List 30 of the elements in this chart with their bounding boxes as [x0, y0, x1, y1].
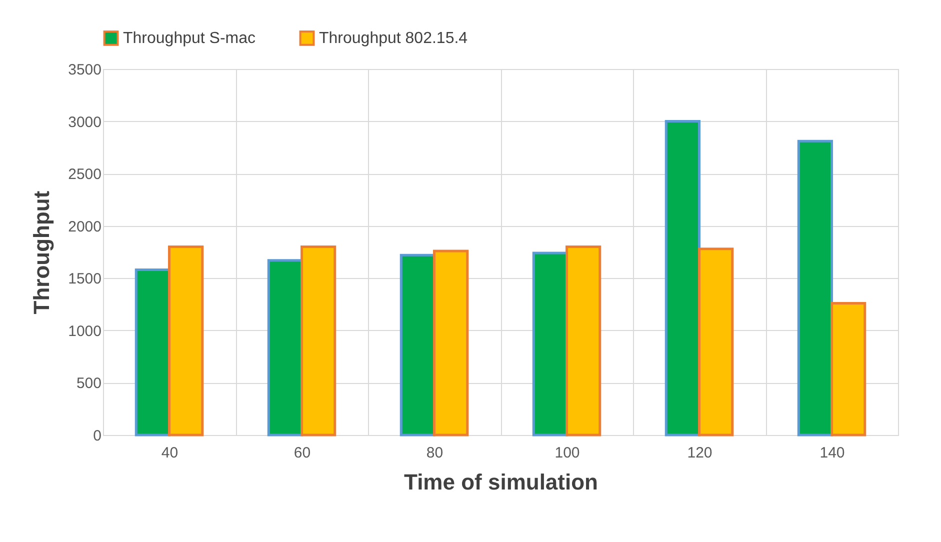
y-tick-label: 0	[93, 428, 102, 444]
bar	[698, 248, 734, 436]
bar	[664, 120, 700, 436]
bar	[267, 259, 303, 436]
bar	[566, 246, 602, 436]
y-tick-label: 2500	[68, 166, 102, 184]
bar	[797, 140, 833, 436]
y-tick-label: 1000	[68, 322, 102, 340]
y-tick-label: 500	[76, 375, 102, 392]
x-tick-label: 80	[426, 444, 444, 462]
bar	[433, 250, 469, 436]
y-axis-title: Throughput	[29, 190, 54, 314]
y-tick-label: 2000	[68, 218, 102, 236]
bar	[532, 252, 568, 436]
bar	[134, 268, 170, 436]
bar	[830, 302, 866, 436]
x-tick-label: 40	[161, 444, 178, 462]
y-tick-label: 3500	[68, 62, 102, 78]
bar	[300, 246, 336, 436]
x-tick-label: 120	[687, 444, 712, 462]
y-tick-label: 3000	[68, 114, 102, 131]
x-axis-title: Time of simulation	[404, 470, 598, 494]
x-tick-label: 140	[820, 444, 845, 462]
legend-label: Throughput 802.15.4	[319, 30, 468, 48]
bar	[168, 246, 204, 436]
x-tick-label: 60	[294, 444, 311, 462]
legend-label: Throughput S-mac	[123, 30, 256, 48]
x-tick-label: 100	[554, 444, 580, 462]
y-tick-label: 1500	[68, 270, 102, 288]
bar	[400, 254, 436, 436]
